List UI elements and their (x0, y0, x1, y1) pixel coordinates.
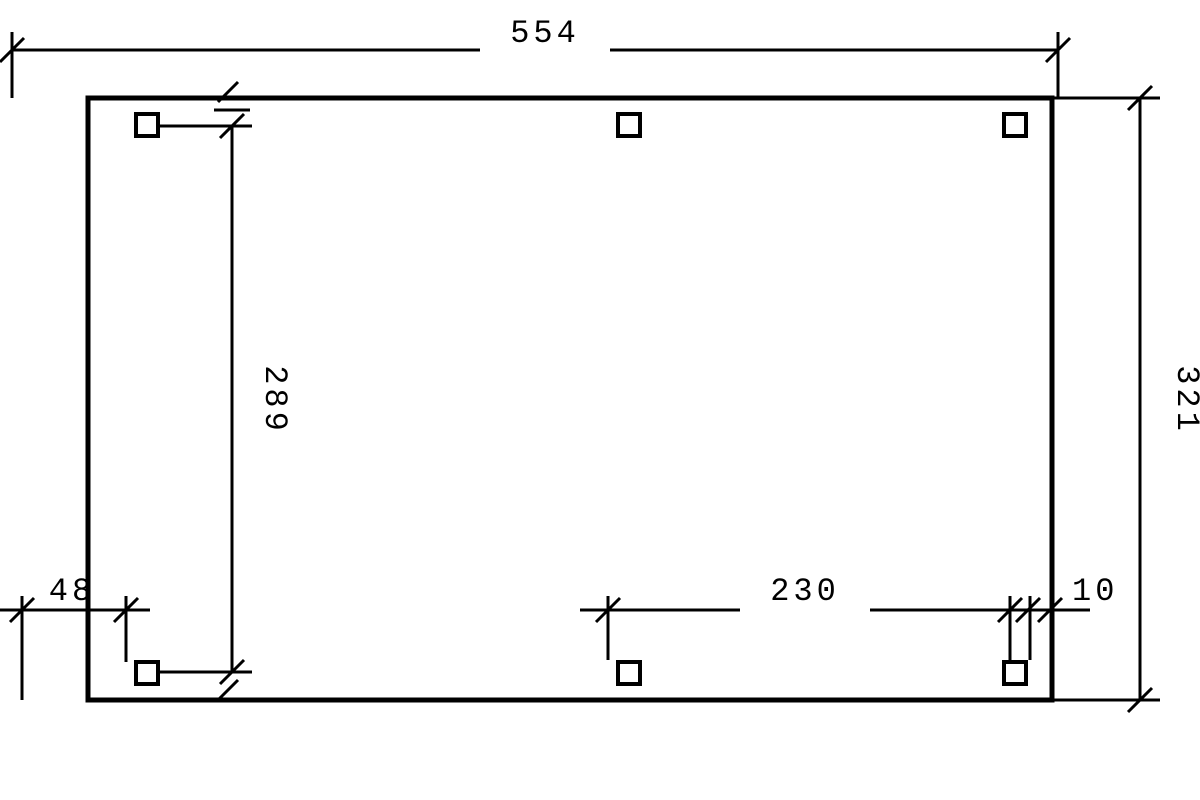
dim-overall-height-value: 321 (1168, 365, 1200, 435)
dim-overall-height (1052, 86, 1160, 712)
post (1004, 662, 1026, 684)
dim-edge-offset-value: 10 (1072, 573, 1118, 610)
floor-plan-drawing: 554 321 289 48 (0, 0, 1200, 800)
dim-overall-width-value: 554 (510, 15, 580, 52)
dim-left-offset (0, 596, 150, 700)
post (136, 114, 158, 136)
dim-left-offset-value: 48 (49, 573, 95, 610)
post (136, 662, 158, 684)
post (618, 114, 640, 136)
dim-inner-height (160, 82, 252, 700)
dim-post-spacing-value: 230 (770, 573, 840, 610)
dim-inner-height-value: 289 (256, 365, 293, 435)
post (618, 662, 640, 684)
post (1004, 114, 1026, 136)
